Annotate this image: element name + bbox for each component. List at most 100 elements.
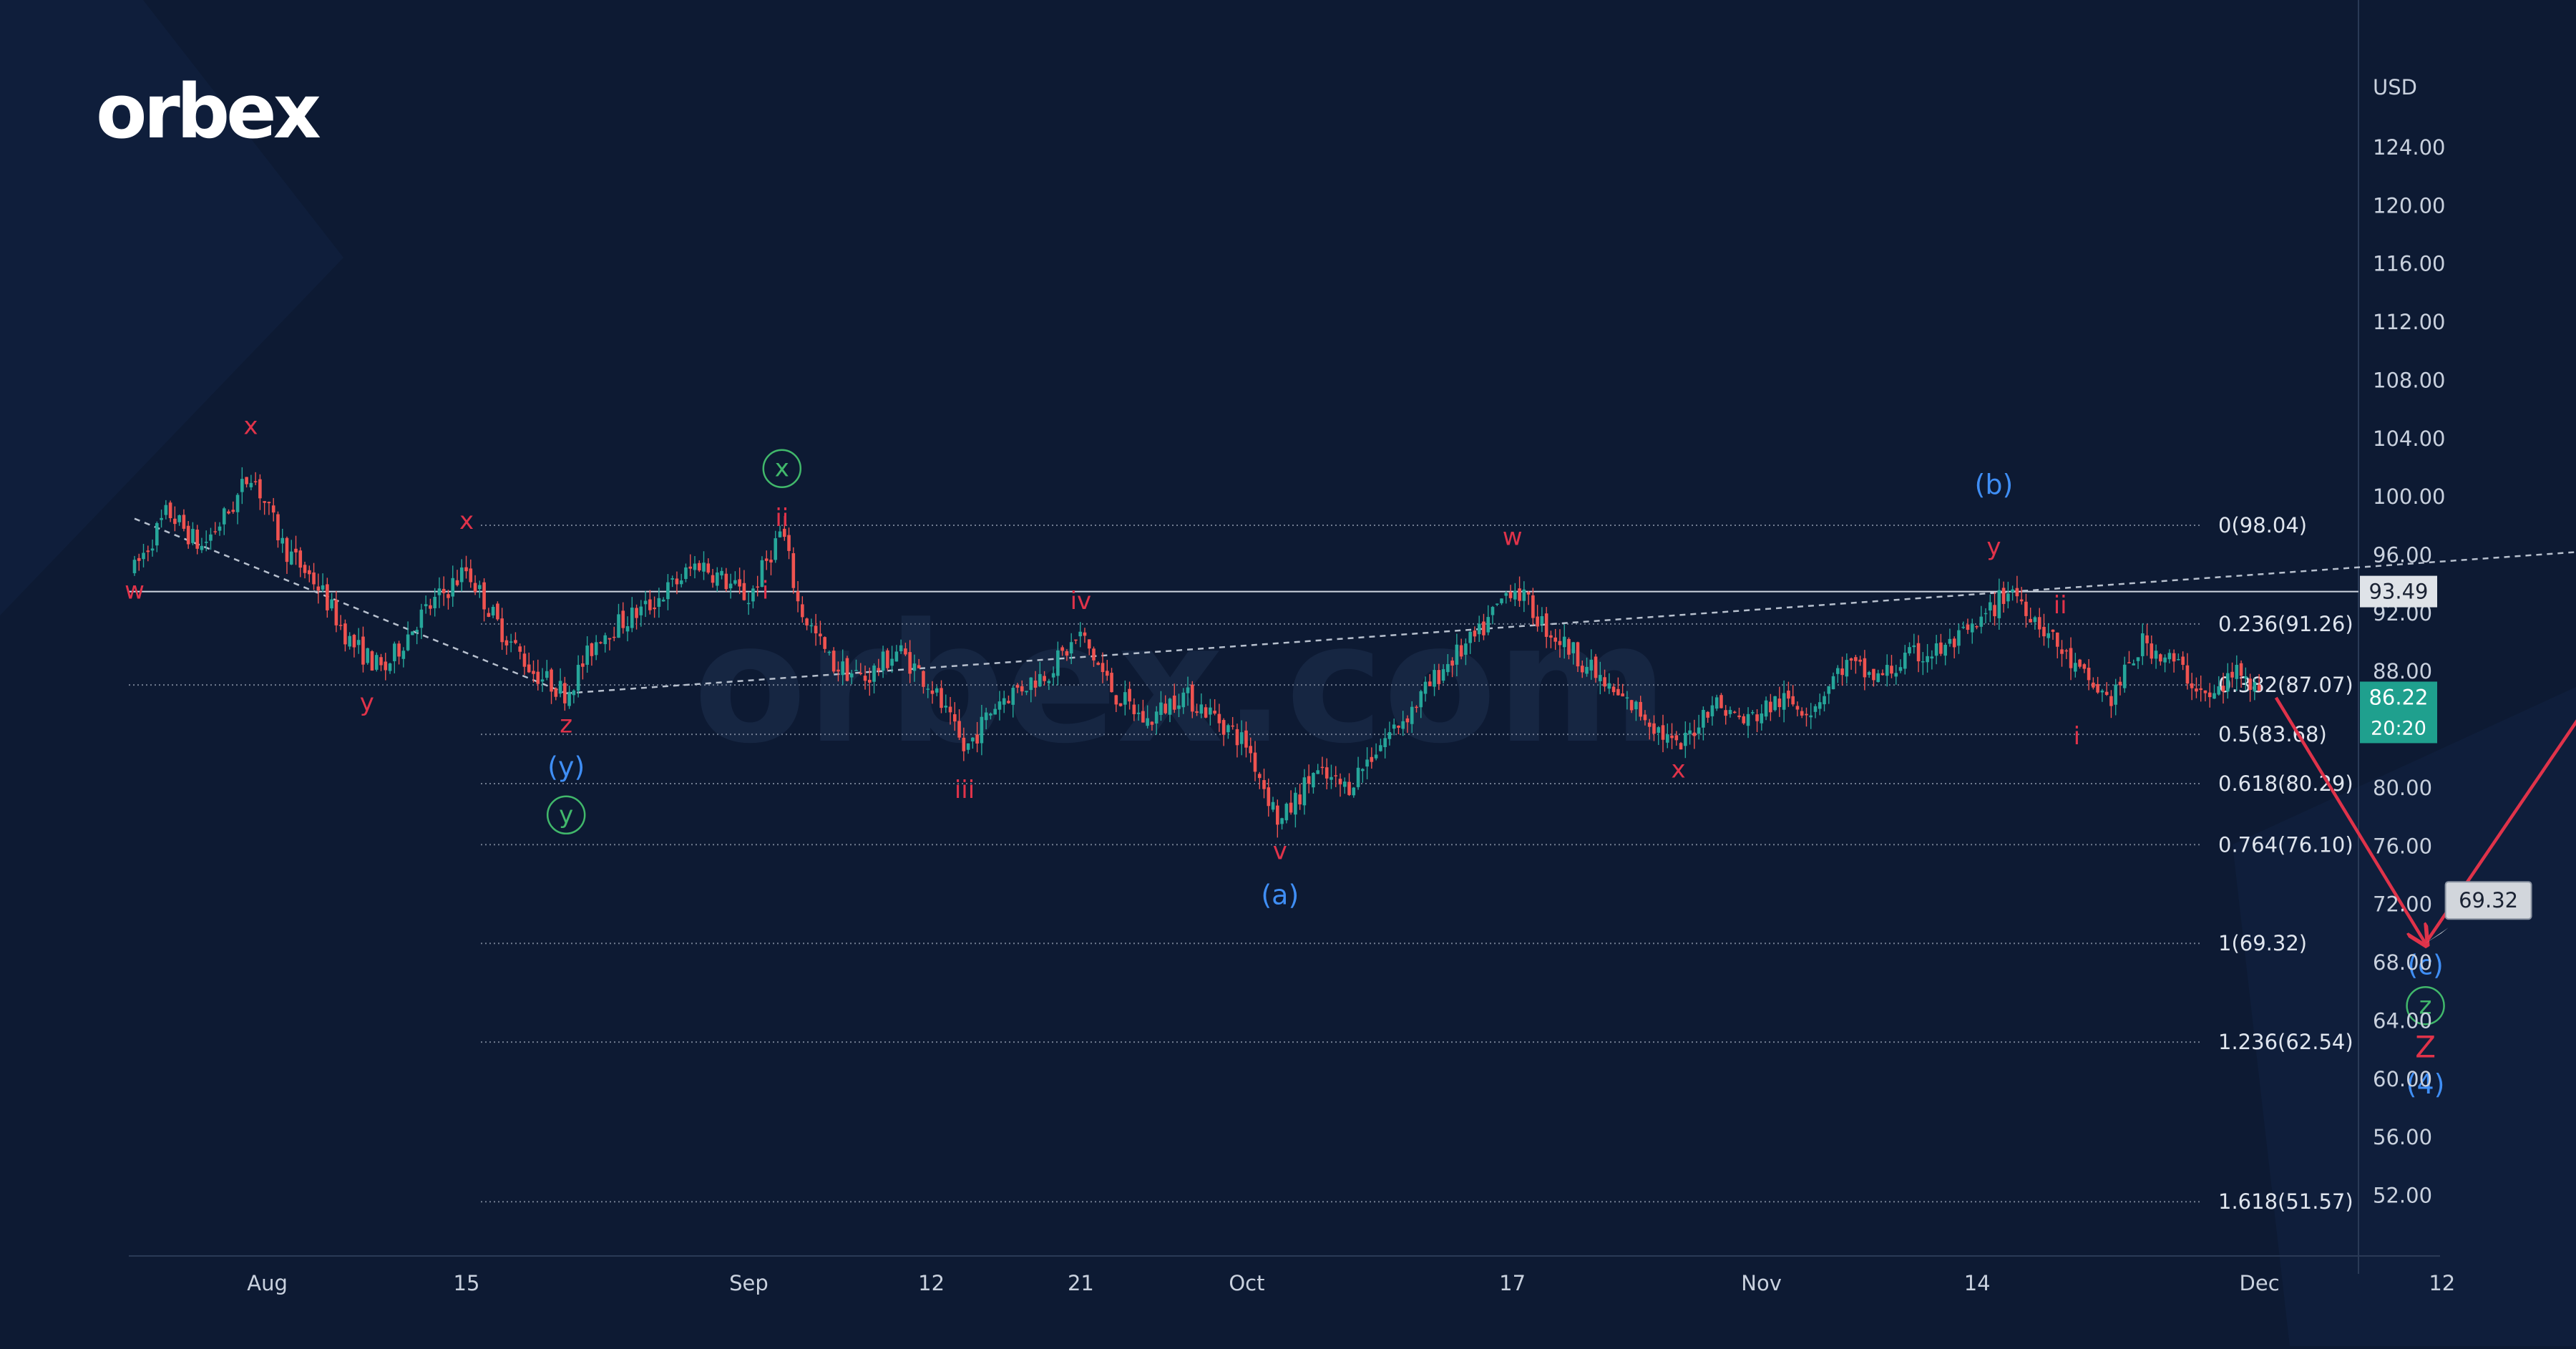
candle-body xyxy=(1123,692,1127,705)
candle-body xyxy=(1025,691,1028,693)
candle-body xyxy=(1988,602,1992,611)
candle-body xyxy=(630,608,634,628)
candle-body xyxy=(532,671,535,674)
candle-body xyxy=(1473,630,1477,637)
price-tags: 93.49 86.22 20:20 xyxy=(2360,575,2437,744)
candle-body xyxy=(1294,792,1297,815)
candle-body xyxy=(173,518,177,525)
candle-body xyxy=(1195,711,1199,714)
candle-body xyxy=(720,570,723,576)
candle-body xyxy=(1643,714,1647,721)
candle-body xyxy=(940,688,943,708)
candle-body xyxy=(599,642,602,643)
candle-body xyxy=(379,657,383,666)
candle-body xyxy=(742,583,746,600)
candle-body xyxy=(1043,676,1046,681)
candle-body xyxy=(2248,678,2252,690)
wave-labels: wxyxz(y)yxiiiiiiivv(a)wx(b)yiii(c)zZ(4)a… xyxy=(125,412,2445,1100)
candle-body xyxy=(527,664,531,673)
candle-body xyxy=(778,531,782,537)
time-tick-label: Dec xyxy=(2240,1271,2280,1295)
candle-body xyxy=(312,572,316,585)
candle-body xyxy=(1594,656,1598,678)
candle-body xyxy=(984,712,988,721)
candle-body xyxy=(1894,673,1898,677)
candle-body xyxy=(953,714,957,722)
candle-body xyxy=(1401,721,1405,729)
wave-label: Z xyxy=(2415,1029,2436,1064)
candle-body xyxy=(2177,658,2180,661)
candle-body xyxy=(1405,718,1410,723)
candle-body xyxy=(2132,663,2136,666)
wave-label: (4) xyxy=(2406,1068,2445,1100)
candle-body xyxy=(1880,673,1885,676)
candle-body xyxy=(447,594,450,598)
candle-body xyxy=(1531,595,1535,618)
candle-body xyxy=(1679,743,1683,750)
candle-body xyxy=(393,643,396,661)
candle-body xyxy=(1078,631,1083,637)
candle-body xyxy=(809,625,814,627)
candle-body xyxy=(2015,588,2019,597)
candle-body xyxy=(1732,711,1737,714)
candle-body xyxy=(1038,673,1042,687)
candle-body xyxy=(1500,598,1503,603)
candle-body xyxy=(1979,616,1984,627)
candle-body xyxy=(487,613,491,617)
candle-body xyxy=(222,508,226,525)
candle-body xyxy=(1536,616,1539,627)
candle-body xyxy=(1379,745,1382,751)
target-callout-label: 69.32 xyxy=(2459,888,2518,912)
candle-body xyxy=(1553,637,1557,642)
projection-path: 69.32 xyxy=(2274,696,2576,944)
horizontal-line-tag-label: 93.49 xyxy=(2368,580,2428,604)
candle-body xyxy=(1433,670,1436,687)
candle-body xyxy=(1854,657,1858,661)
price-tick-label: 52.00 xyxy=(2373,1183,2432,1207)
candle-body xyxy=(989,714,992,716)
candle-body xyxy=(2037,617,2041,630)
candle-body xyxy=(1742,716,1746,724)
candle-body xyxy=(1508,592,1513,598)
candle-body xyxy=(186,525,190,545)
candle-body xyxy=(213,531,218,532)
wave-label: z xyxy=(560,711,572,739)
fib-level-label: 0.236(91.26) xyxy=(2218,612,2353,636)
candle-body xyxy=(2154,651,2158,659)
fib-level-label: 0.5(83.68) xyxy=(2218,722,2327,746)
candle-body xyxy=(894,651,899,662)
candle-body xyxy=(576,665,580,691)
candle-body xyxy=(1455,644,1459,665)
candle-body xyxy=(2104,691,2109,695)
candle-body xyxy=(280,537,285,544)
wave-label: w xyxy=(125,577,145,605)
candle-body xyxy=(912,663,917,671)
candle-body xyxy=(1800,711,1804,716)
candle-body xyxy=(971,737,975,741)
candle-body xyxy=(944,706,948,708)
fib-level-label: 0.764(76.10) xyxy=(2218,832,2353,857)
candle-body xyxy=(150,548,155,551)
candle-body xyxy=(1858,659,1862,662)
candle-body xyxy=(419,609,424,628)
fib-level-label: 1.618(51.57) xyxy=(2218,1189,2353,1214)
candle-body xyxy=(1101,663,1105,673)
wave-label: (b) xyxy=(1975,469,2014,500)
candle-body xyxy=(801,604,804,618)
candle-body xyxy=(518,646,522,652)
candle-body xyxy=(1684,732,1687,746)
candle-body xyxy=(2078,659,2082,667)
candle-body xyxy=(1714,697,1719,709)
candle-body xyxy=(787,535,791,551)
wave-label: y xyxy=(360,688,374,717)
candle-body xyxy=(1791,696,1795,705)
candle-body xyxy=(612,636,616,638)
candle-body xyxy=(1495,603,1499,605)
candle-body xyxy=(1136,712,1141,714)
candle-body xyxy=(1580,666,1584,673)
candle-body xyxy=(831,651,836,672)
candle-body xyxy=(1410,706,1414,724)
price-tick-label: 112.00 xyxy=(2373,310,2445,334)
candle-body xyxy=(849,673,854,678)
